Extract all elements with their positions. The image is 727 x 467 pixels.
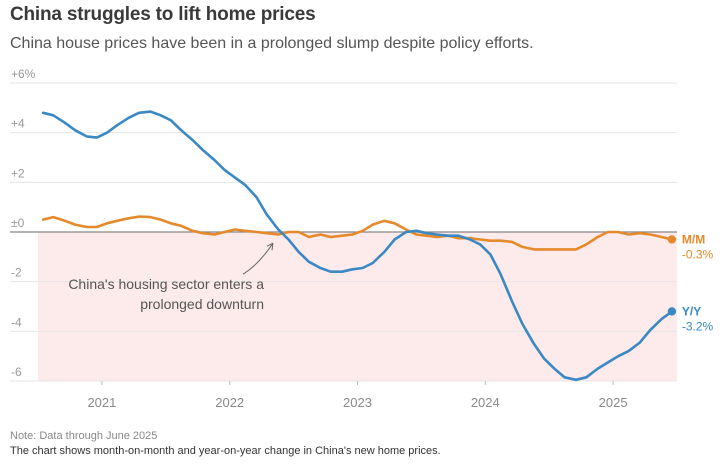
series-end-value: -3.2% bbox=[682, 319, 714, 333]
x-tick-label: 2024 bbox=[471, 395, 500, 410]
y-tick-label: +6% bbox=[11, 67, 36, 81]
series-line-mm bbox=[41, 215, 674, 251]
series-end-value: -0.3% bbox=[682, 247, 714, 261]
y-tick-label: +4 bbox=[11, 117, 25, 131]
chart-title: China struggles to lift home prices bbox=[10, 4, 316, 25]
y-tick-label: -4 bbox=[11, 315, 22, 329]
y-tick-label: -6 bbox=[11, 365, 22, 379]
x-tick-label: 2021 bbox=[87, 395, 116, 410]
annotation-arrow bbox=[242, 242, 274, 275]
chart-note: Note: Data through June 2025 bbox=[10, 430, 158, 442]
series-end-point bbox=[667, 235, 677, 244]
series-end-label: M/M bbox=[682, 232, 705, 246]
y-tick-label: +2 bbox=[11, 166, 25, 180]
annotation-text: prolonged downturn bbox=[140, 296, 264, 312]
y-tick-label: -2 bbox=[11, 266, 22, 280]
y-tick-label: ±0 bbox=[11, 216, 25, 230]
series-end-point bbox=[667, 307, 677, 316]
x-tick-label: 2023 bbox=[343, 395, 372, 410]
x-tick-label: 2022 bbox=[215, 395, 244, 410]
negative-region-band bbox=[38, 232, 677, 381]
annotation-text: China's housing sector enters a bbox=[68, 276, 264, 292]
chart-subtitle: China house prices have been in a prolon… bbox=[10, 35, 534, 52]
series-line-yy bbox=[41, 110, 674, 382]
chart-caption: The chart shows month-on-month and year-… bbox=[10, 445, 441, 457]
series-end-label: Y/Y bbox=[682, 304, 701, 318]
annotation-arrowhead bbox=[266, 242, 274, 251]
x-tick-label: 2025 bbox=[599, 395, 628, 410]
